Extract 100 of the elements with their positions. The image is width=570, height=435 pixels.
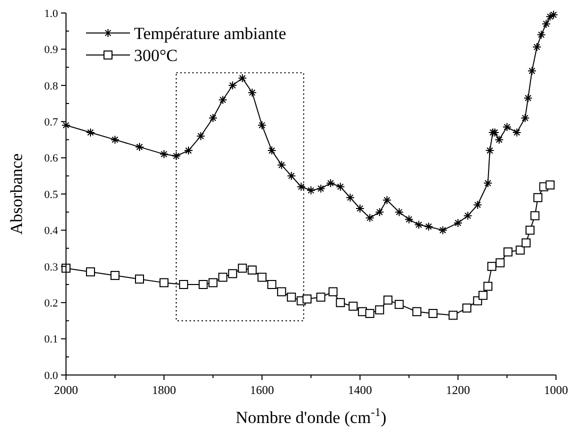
point	[228, 269, 238, 278]
point	[404, 214, 414, 224]
point	[218, 272, 228, 282]
x-tick-label: 1600	[250, 383, 274, 397]
point	[336, 182, 345, 192]
point	[483, 178, 492, 188]
point	[316, 184, 326, 194]
point	[258, 120, 266, 130]
point	[160, 278, 168, 288]
point	[286, 171, 296, 180]
point	[394, 300, 404, 309]
point	[346, 193, 355, 202]
x-axis-title: Nombre d'onde (cm$^{-1}$)	[236, 405, 386, 427]
point	[258, 272, 266, 282]
point	[238, 264, 247, 273]
point	[473, 200, 482, 210]
point	[375, 305, 384, 314]
point	[267, 146, 276, 156]
y-tick-label: 0.8	[44, 80, 58, 92]
y-tick-label: 0.5	[44, 188, 58, 201]
point	[228, 80, 238, 90]
x-tick-label: 2000	[54, 383, 78, 397]
point	[248, 266, 257, 275]
point	[184, 146, 193, 156]
point	[248, 88, 257, 98]
point	[424, 222, 434, 232]
point	[438, 226, 448, 235]
x-tick-label: 1800	[152, 383, 176, 397]
point	[296, 182, 306, 192]
y-axis-title: Absorbance	[7, 153, 26, 235]
point	[533, 193, 542, 202]
point	[179, 280, 188, 289]
point	[218, 95, 228, 104]
legend-label: Température ambiante	[134, 24, 286, 43]
point	[160, 150, 168, 159]
point	[86, 128, 95, 137]
point	[526, 226, 535, 235]
point	[516, 246, 525, 255]
point	[365, 213, 374, 222]
y-tick-label: 0.3	[44, 261, 58, 274]
point	[527, 66, 536, 76]
legend-label: 300°C	[134, 46, 178, 65]
point	[110, 135, 120, 144]
point	[487, 262, 496, 271]
point	[496, 258, 505, 268]
y-tick-label: 0.1	[44, 334, 58, 346]
point	[542, 19, 551, 28]
point	[478, 290, 488, 300]
y-tick-label: 0.6	[44, 152, 58, 165]
point	[306, 186, 316, 195]
point	[135, 142, 144, 152]
y-tick-label: 0.0	[44, 370, 58, 382]
point	[208, 113, 218, 122]
point	[428, 308, 438, 318]
point	[336, 298, 345, 308]
point	[448, 310, 458, 320]
point	[530, 211, 540, 220]
point	[520, 113, 530, 122]
point	[414, 220, 424, 230]
y-tick-label: 0.7	[44, 116, 58, 128]
point	[196, 132, 206, 141]
point	[172, 151, 181, 160]
point	[198, 280, 208, 289]
point	[394, 208, 404, 217]
point	[483, 282, 492, 291]
point	[503, 247, 512, 256]
point	[546, 180, 555, 190]
point	[502, 122, 512, 132]
point	[208, 278, 218, 288]
point	[110, 270, 120, 280]
point	[383, 296, 392, 305]
x-tick-label: 1400	[348, 383, 372, 397]
y-tick-label: 0.9	[44, 44, 58, 56]
point	[267, 280, 276, 289]
point	[454, 218, 462, 228]
point	[356, 204, 364, 213]
point	[365, 308, 374, 318]
point	[532, 42, 542, 52]
point	[348, 302, 358, 311]
point	[512, 128, 522, 137]
y-tick-label: 0.2	[44, 297, 58, 310]
point	[286, 292, 296, 302]
point	[485, 146, 494, 156]
point	[462, 304, 472, 313]
point	[328, 287, 338, 296]
point	[277, 160, 286, 170]
point	[412, 307, 422, 316]
point	[522, 238, 531, 248]
point	[494, 135, 504, 144]
x-tick-label: 1000	[544, 383, 568, 397]
point	[536, 30, 546, 40]
x-tick-label: 1200	[446, 383, 470, 397]
point	[546, 12, 555, 22]
point	[316, 292, 326, 302]
point	[549, 10, 558, 20]
point	[277, 287, 286, 296]
y-tick-label: 0.4	[44, 225, 58, 238]
point	[302, 294, 312, 304]
point	[86, 267, 95, 276]
point	[463, 211, 472, 220]
